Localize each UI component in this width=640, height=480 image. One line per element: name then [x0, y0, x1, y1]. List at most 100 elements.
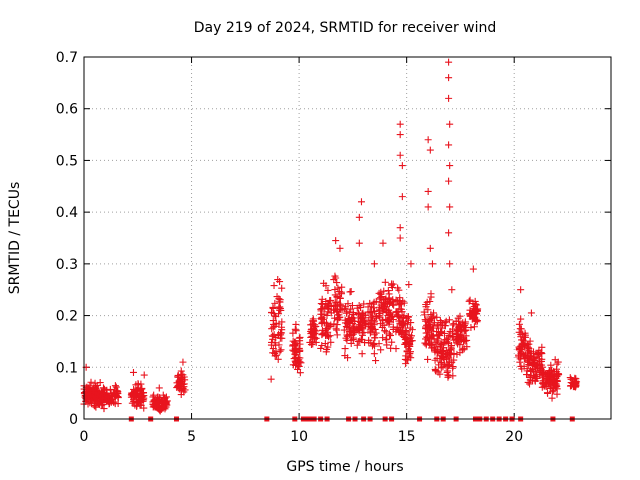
grid-lines — [84, 57, 611, 419]
data-point — [452, 327, 460, 335]
data-point — [431, 346, 439, 354]
x-tick-label: 5 — [187, 429, 196, 445]
data-point — [405, 281, 413, 289]
data-point — [466, 306, 474, 314]
data-point — [312, 338, 320, 346]
data-point — [86, 396, 94, 404]
data-point — [356, 304, 364, 312]
data-point — [467, 324, 475, 332]
data-point — [276, 303, 284, 311]
data-point — [426, 333, 434, 341]
data-point — [526, 337, 534, 345]
data-point — [333, 279, 341, 287]
y-tick-label: 0.5 — [56, 153, 78, 169]
data-point — [291, 325, 299, 333]
x-tick-label: 20 — [505, 429, 523, 445]
data-point — [443, 354, 451, 362]
data-point — [294, 365, 302, 373]
data-point — [462, 332, 470, 340]
data-point — [445, 229, 453, 237]
data-point — [277, 346, 285, 354]
data-point — [296, 347, 304, 355]
data-point — [268, 325, 276, 333]
data-point — [175, 385, 183, 393]
data-point — [379, 334, 387, 342]
data-point — [539, 363, 547, 371]
data-point — [426, 146, 434, 154]
data-point — [177, 367, 185, 375]
data-point — [341, 352, 349, 360]
data-point — [318, 341, 326, 349]
data-point — [446, 260, 454, 268]
data-point — [466, 296, 474, 304]
data-point — [271, 299, 279, 307]
data-point — [388, 280, 396, 288]
data-point — [331, 272, 339, 280]
data-point — [426, 244, 434, 252]
data-point — [360, 328, 368, 336]
data-point — [345, 324, 353, 332]
data-point — [94, 399, 102, 407]
data-point — [267, 375, 275, 383]
data-point — [428, 260, 436, 268]
data-point — [545, 367, 553, 375]
data-point — [407, 260, 415, 268]
data-point — [306, 338, 314, 346]
data-point — [527, 309, 535, 317]
data-point — [140, 371, 148, 379]
data-point — [421, 311, 429, 319]
data-point — [384, 317, 392, 325]
data-point — [269, 303, 277, 311]
data-point — [527, 366, 535, 374]
y-tick-label: 0.1 — [56, 360, 78, 376]
data-point — [278, 284, 286, 292]
data-point — [179, 358, 187, 366]
data-point — [332, 274, 340, 282]
data-point — [347, 305, 355, 313]
data-point — [427, 290, 435, 298]
data-point — [388, 338, 396, 346]
data-point — [530, 357, 538, 365]
data-point — [470, 305, 478, 313]
data-point — [110, 391, 118, 399]
data-point — [389, 300, 397, 308]
y-tick-label: 0.7 — [56, 50, 78, 66]
data-point — [355, 213, 363, 221]
data-point — [453, 350, 461, 358]
data-point — [458, 333, 466, 341]
data-point — [422, 325, 430, 333]
data-point — [320, 279, 328, 287]
data-point — [520, 333, 528, 341]
data-point — [444, 373, 452, 381]
data-point — [407, 348, 414, 356]
data-point — [358, 350, 366, 358]
data-point — [423, 316, 431, 324]
y-axis-label: SRMTID / TECUs — [7, 182, 23, 295]
data-point — [539, 373, 547, 381]
data-point — [318, 295, 326, 303]
data-point — [155, 384, 163, 392]
data-point — [383, 341, 391, 349]
data-point — [356, 337, 364, 345]
data-point — [372, 329, 380, 337]
data-point — [437, 364, 445, 372]
data-point — [379, 308, 387, 316]
data-point — [330, 302, 338, 310]
data-point — [526, 380, 534, 388]
data-point — [371, 342, 379, 350]
data-point — [162, 403, 170, 411]
data-point — [130, 393, 138, 401]
data-point — [445, 177, 453, 185]
data-point — [375, 289, 383, 297]
data-point — [566, 374, 574, 382]
data-point — [178, 374, 186, 382]
data-point — [398, 162, 406, 170]
data-point — [331, 298, 339, 306]
data-point — [368, 309, 376, 317]
data-point — [473, 317, 481, 325]
data-point — [177, 391, 185, 399]
data-point — [445, 94, 453, 102]
data-point — [96, 379, 104, 387]
data-point — [271, 352, 279, 360]
